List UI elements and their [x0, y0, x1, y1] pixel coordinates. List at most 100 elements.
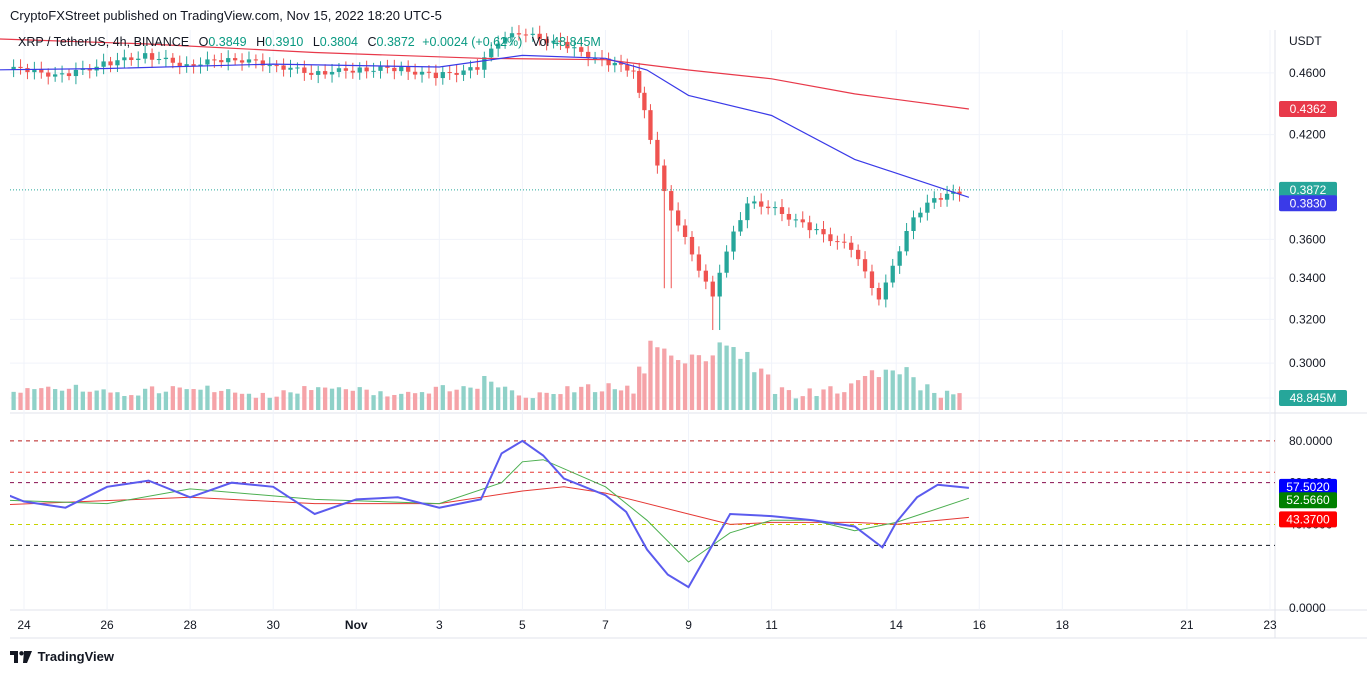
volume-bar	[579, 386, 584, 410]
price-tick-label: 0.4600	[1289, 66, 1326, 80]
low-label: L	[312, 35, 320, 49]
volume-bar	[655, 347, 660, 410]
volume-bar	[163, 391, 169, 410]
candle-body	[170, 57, 175, 63]
candle-body	[890, 265, 895, 283]
volume-bar	[184, 389, 189, 410]
tradingview-brand[interactable]: TradingView	[10, 648, 114, 664]
volume-bar	[350, 390, 355, 410]
candle-body	[938, 198, 943, 200]
open-value: 0.3849	[208, 35, 247, 49]
candle-body	[447, 72, 452, 74]
volume-bar	[482, 375, 487, 410]
volume-bar	[191, 389, 196, 410]
volume-value: 48.845M	[552, 35, 601, 49]
time-tick-label: 7	[602, 618, 609, 632]
candle-body	[612, 62, 617, 66]
volume-bar	[842, 392, 847, 410]
candle-body	[274, 65, 279, 67]
volume-bar	[731, 347, 736, 410]
candle-body	[642, 92, 647, 111]
candle-body	[565, 41, 570, 49]
candle-body	[378, 66, 383, 71]
currency-label: USDT	[1289, 34, 1322, 48]
candle-body	[925, 202, 930, 213]
volume-bar	[73, 384, 79, 410]
candle-body	[828, 234, 833, 242]
candle-body	[288, 67, 293, 70]
volume-bar	[883, 369, 888, 410]
volume-bar	[357, 387, 362, 410]
volume-bar	[39, 388, 44, 410]
candle-body	[911, 217, 916, 232]
candle-body	[53, 74, 58, 77]
ma-slow-value-tag-text: 0.4362	[1290, 102, 1327, 116]
volume-label: Vol	[531, 35, 550, 49]
price-labels: 0.43620.387239:230.383048.845M57.502052.…	[1279, 100, 1347, 528]
volume-bar	[496, 387, 501, 410]
candle-body	[350, 70, 355, 73]
candle-body	[246, 59, 252, 63]
candle-body	[18, 66, 23, 69]
candle-body	[149, 53, 155, 60]
volume-bar	[631, 393, 636, 410]
candle-body	[516, 33, 522, 35]
rsi-ma-fast-value-tag-bg	[1279, 492, 1337, 509]
volume-bar	[558, 394, 563, 410]
candle-body	[336, 68, 342, 72]
candle-body	[724, 251, 729, 273]
candle-body	[177, 62, 182, 67]
rsi-tick-label: 80.0000	[1289, 434, 1333, 448]
candle-body	[579, 47, 584, 52]
volume-bar	[662, 348, 667, 410]
volume-bar	[136, 395, 141, 410]
volume-bar	[198, 389, 203, 410]
volume-bar	[951, 394, 956, 410]
axes: USDT 0.4600 0.4200 0.3600 0.3400 0.3200 0.3000…	[17, 34, 1332, 632]
volume-bar	[392, 394, 397, 410]
candle-body	[136, 58, 141, 61]
volume-bar	[142, 388, 148, 410]
candle-body	[800, 219, 805, 223]
volume-bar	[329, 388, 335, 410]
volume-bar	[316, 387, 321, 410]
rsi-line	[10, 439, 969, 589]
rsi-value-tag-text: 57.5020	[1286, 480, 1330, 494]
time-tick-label: 14	[890, 618, 904, 632]
time-tick-label: 26	[100, 618, 114, 632]
open-label: O	[198, 35, 209, 49]
volume-bar	[800, 396, 805, 410]
tradingview-logo-icon	[10, 650, 32, 663]
volume-bar	[606, 383, 611, 410]
volume-bar	[752, 372, 757, 410]
time-tick-label: 21	[1180, 618, 1194, 632]
ohlc-legend: XRP / TetherUS, 4h, BINANCE O0.3849 H0.3…	[18, 35, 601, 49]
symbol-title: XRP / TetherUS, 4h, BINANCE	[18, 35, 190, 49]
candle-body	[717, 272, 722, 297]
volume-bar	[66, 388, 72, 410]
candle-body	[807, 222, 812, 231]
candle-body	[544, 38, 549, 43]
volume-bar	[696, 355, 702, 410]
volume-bar	[890, 370, 895, 410]
volume-bar	[612, 389, 617, 410]
candle-body	[433, 72, 439, 79]
volume-bar	[618, 390, 624, 410]
volume-bar	[219, 390, 224, 410]
volume-bar	[53, 389, 58, 410]
candle-body	[295, 67, 300, 69]
volume-bar	[689, 354, 695, 410]
ma-fast-value-tag: 0.3830	[1279, 195, 1337, 212]
ma-slow-value-tag-bg	[1279, 100, 1337, 117]
volume-bar	[516, 395, 522, 410]
candle-body	[655, 139, 660, 166]
candle-body	[862, 259, 868, 272]
price-tick-label: 0.4200	[1289, 128, 1326, 142]
grid-lines	[10, 30, 1367, 639]
volume-bar	[170, 386, 175, 410]
price-tick-label: 0.3000	[1289, 356, 1326, 370]
volume-bar	[738, 358, 743, 410]
volume-bar	[406, 391, 411, 410]
candle-body	[849, 242, 854, 250]
